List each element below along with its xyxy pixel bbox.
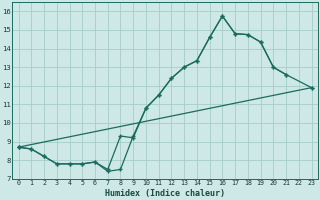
X-axis label: Humidex (Indice chaleur): Humidex (Indice chaleur) <box>105 189 225 198</box>
